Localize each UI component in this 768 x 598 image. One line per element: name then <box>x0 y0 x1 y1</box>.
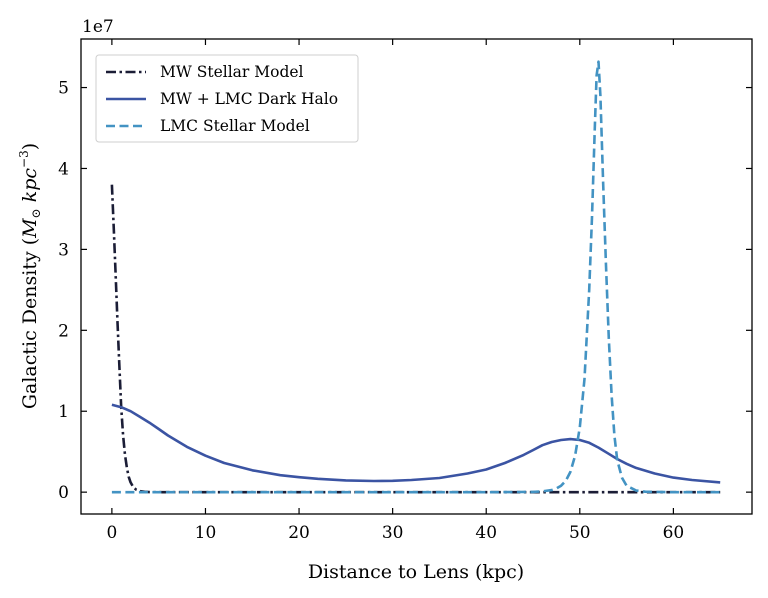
x-axis: 0 10 20 30 40 50 60 <box>106 39 684 543</box>
legend-box <box>95 54 359 143</box>
y-offset-text: 1e7 <box>82 17 114 37</box>
series-line-3 <box>111 60 721 494</box>
y-axis-label-sun: ⊙ <box>29 208 43 218</box>
series-line-1 <box>110 184 721 494</box>
x-tick-label: 60 <box>663 523 685 543</box>
y-axis-label-m: M <box>19 218 41 239</box>
legend-label-3: LMC Stellar Model <box>160 117 310 135</box>
y-axis-label-close: ) <box>19 143 41 150</box>
x-tick-label: 0 <box>106 523 117 543</box>
y-tick-label: 5 <box>58 79 69 99</box>
legend-label-1: MW Stellar Model <box>160 63 304 81</box>
x-axis-label: Distance to Lens (kpc) <box>308 561 524 583</box>
x-tick-label: 50 <box>569 523 591 543</box>
legend-label-2: MW + LMC Dark Halo <box>160 90 338 108</box>
y-axis-label-kpc: kpc <box>19 168 41 209</box>
y-tick-label: 2 <box>58 321 69 341</box>
series-layer <box>110 60 721 494</box>
y-axis-label-exp: −3 <box>17 150 31 168</box>
x-tick-label: 30 <box>382 523 404 543</box>
y-axis: 0 1 2 3 4 5 <box>58 79 752 503</box>
legend: MW Stellar Model MW + LMC Dark Halo LMC St… <box>95 54 359 143</box>
x-tick-label: 40 <box>475 523 497 543</box>
x-tick-label: 10 <box>195 523 217 543</box>
y-axis-label: Galactic Density (M⊙ kpc−3) <box>17 143 43 409</box>
y-tick-label: 1 <box>58 402 69 422</box>
series-line-2 <box>111 403 721 484</box>
y-tick-label: 4 <box>58 159 69 179</box>
y-tick-label: 3 <box>58 240 69 260</box>
x-tick-label: 20 <box>288 523 310 543</box>
plot-frame <box>80 38 753 515</box>
y-tick-label: 0 <box>58 483 69 503</box>
y-axis-label-text: Galactic Density ( <box>19 238 41 409</box>
